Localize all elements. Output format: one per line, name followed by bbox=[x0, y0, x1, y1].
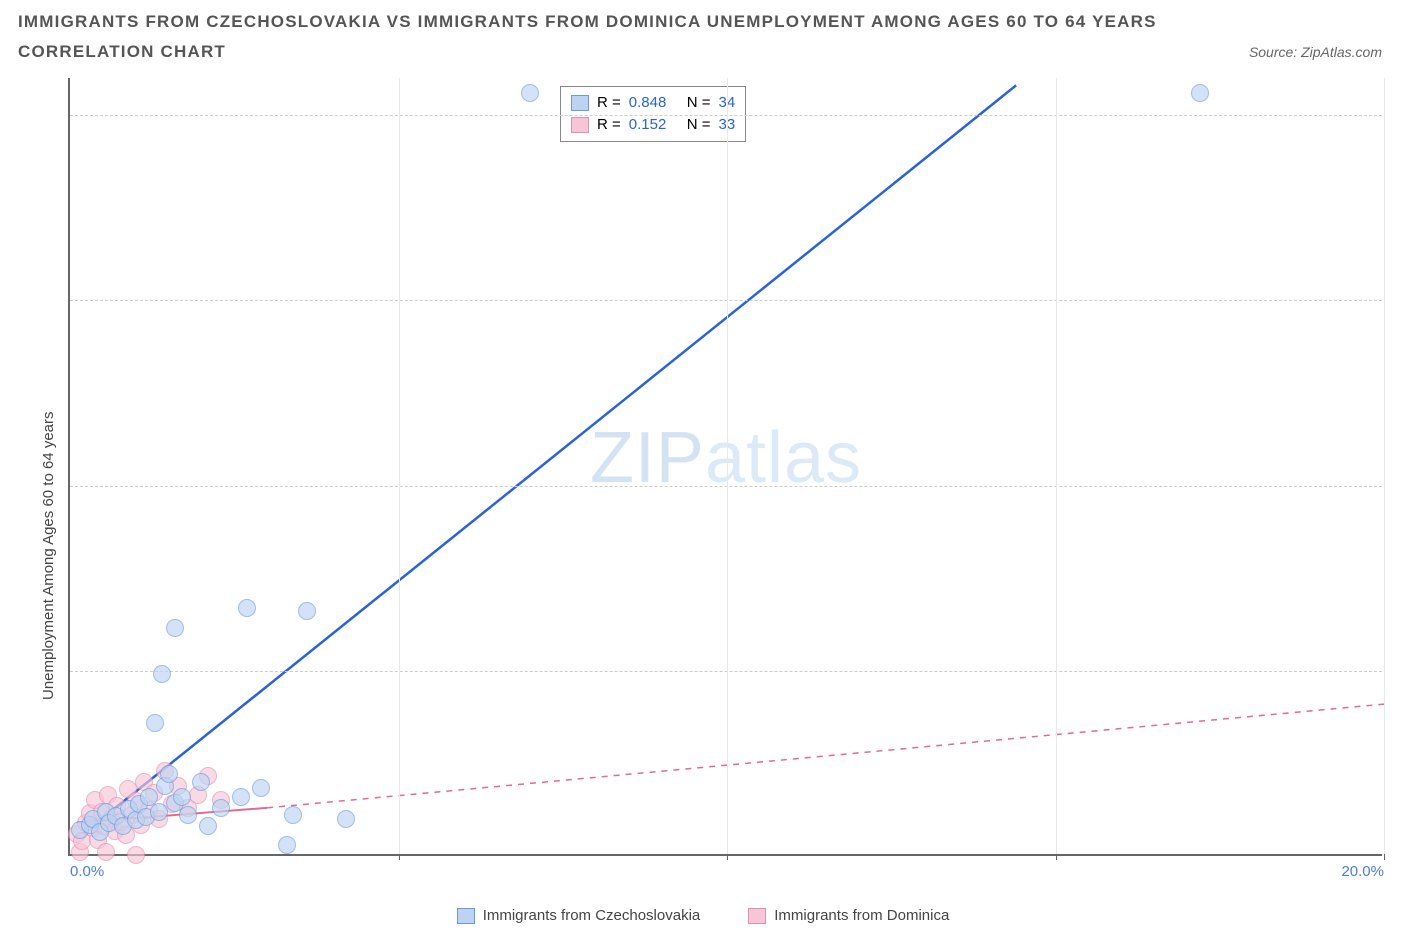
legend-item-series2: Immigrants from Dominica bbox=[748, 907, 949, 924]
y-tick-label: 50.0% bbox=[1388, 477, 1406, 494]
stats-row-series1: R = 0.848 N = 34 bbox=[571, 92, 735, 114]
legend-label-series1: Immigrants from Czechoslovakia bbox=[483, 907, 701, 924]
vgridline bbox=[727, 78, 728, 854]
vgridline bbox=[1384, 78, 1385, 854]
x-tick-mark bbox=[399, 854, 400, 860]
y-tick-label: 25.0% bbox=[1388, 662, 1406, 679]
watermark: ZIPatlas bbox=[590, 417, 862, 499]
x-tick-mark bbox=[1056, 854, 1057, 860]
data-point-series1 bbox=[179, 806, 197, 824]
y-axis-label: Unemployment Among Ages 60 to 64 years bbox=[40, 411, 57, 700]
swatch-series2-icon bbox=[571, 117, 589, 133]
vgridline bbox=[399, 78, 400, 854]
data-point-series1 bbox=[212, 799, 230, 817]
x-tick-label: 0.0% bbox=[70, 863, 104, 880]
bottom-legend: Immigrants from Czechoslovakia Immigrant… bbox=[0, 907, 1406, 924]
source-attribution: Source: ZipAtlas.com bbox=[1249, 44, 1382, 60]
data-point-series1 bbox=[146, 714, 164, 732]
x-tick-mark bbox=[1384, 854, 1385, 860]
data-point-series2 bbox=[127, 846, 145, 864]
gridline bbox=[70, 300, 1382, 301]
data-point-series1 bbox=[153, 665, 171, 683]
x-tick-label: 20.0% bbox=[1341, 863, 1384, 880]
data-point-series1 bbox=[252, 779, 270, 797]
data-point-series1 bbox=[284, 806, 302, 824]
data-point-series1 bbox=[298, 602, 316, 620]
vgridline bbox=[1056, 78, 1057, 854]
data-point-series1 bbox=[199, 817, 217, 835]
data-point-series1 bbox=[173, 788, 191, 806]
r-label-2: R = bbox=[597, 114, 621, 136]
chart-plot-area: ZIPatlas R = 0.848 N = 34 R = 0.152 N = … bbox=[68, 78, 1382, 856]
chart-title-line2: CORRELATION CHART bbox=[18, 42, 1157, 62]
trend-line bbox=[267, 704, 1384, 808]
legend-label-series2: Immigrants from Dominica bbox=[774, 907, 949, 924]
n-label-2: N = bbox=[687, 114, 711, 136]
chart-title-line1: IMMIGRANTS FROM CZECHOSLOVAKIA VS IMMIGR… bbox=[18, 12, 1157, 32]
swatch-series1-icon bbox=[571, 95, 589, 111]
data-point-series1 bbox=[238, 599, 256, 617]
data-point-series1 bbox=[521, 84, 539, 102]
data-point-series1 bbox=[337, 810, 355, 828]
data-point-series1 bbox=[278, 836, 296, 854]
legend-swatch-series1-icon bbox=[457, 908, 475, 924]
data-point-series1 bbox=[1191, 84, 1209, 102]
r-value-1: 0.848 bbox=[629, 92, 679, 114]
gridline bbox=[70, 115, 1382, 116]
data-point-series1 bbox=[232, 788, 250, 806]
legend-swatch-series2-icon bbox=[748, 908, 766, 924]
r-value-2: 0.152 bbox=[629, 114, 679, 136]
stats-row-series2: R = 0.152 N = 33 bbox=[571, 114, 735, 136]
y-tick-label: 100.0% bbox=[1388, 107, 1406, 124]
r-label-1: R = bbox=[597, 92, 621, 114]
data-point-series2 bbox=[97, 843, 115, 861]
y-tick-label: 75.0% bbox=[1388, 292, 1406, 309]
stats-legend-box: R = 0.848 N = 34 R = 0.152 N = 33 bbox=[560, 86, 746, 142]
chart-svg bbox=[70, 78, 1382, 854]
trend-line bbox=[83, 85, 1016, 833]
n-label-1: N = bbox=[687, 92, 711, 114]
data-point-series1 bbox=[166, 619, 184, 637]
gridline bbox=[70, 486, 1382, 487]
legend-item-series1: Immigrants from Czechoslovakia bbox=[457, 907, 701, 924]
data-point-series1 bbox=[192, 773, 210, 791]
data-point-series1 bbox=[160, 765, 178, 783]
x-tick-mark bbox=[727, 854, 728, 860]
gridline bbox=[70, 671, 1382, 672]
data-point-series1 bbox=[150, 803, 168, 821]
